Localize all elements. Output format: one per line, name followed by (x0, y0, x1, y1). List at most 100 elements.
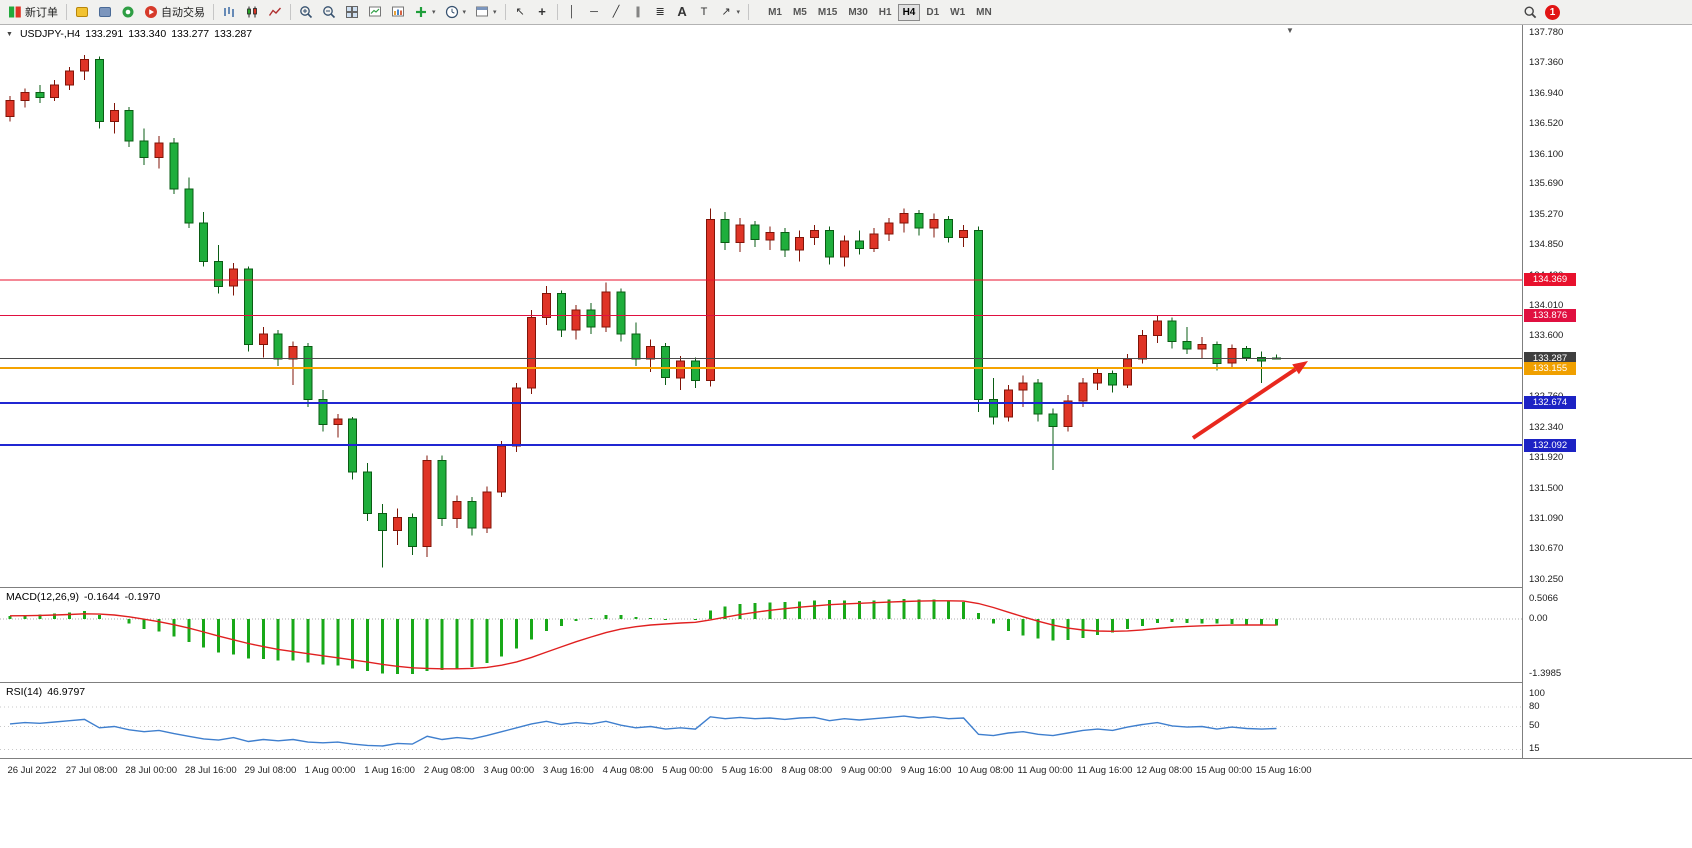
timeframe-m1[interactable]: M1 (768, 6, 782, 18)
templates-icon (476, 6, 489, 17)
timeframe-m15[interactable]: M15 (817, 6, 838, 18)
rsi-axis-label: 15 (1529, 742, 1540, 754)
macd-signal-line (9, 600, 1277, 670)
text-label-button[interactable]: T (694, 1, 715, 23)
text-button[interactable]: A (672, 1, 693, 23)
rsi-axis-label: 80 (1529, 700, 1540, 712)
indicators-button[interactable]: ▾ (410, 1, 440, 23)
text-icon: A (677, 4, 687, 19)
macd-signal-value: -0.1970 (124, 591, 161, 603)
crosshair-button[interactable]: + (532, 1, 553, 23)
periods-icon (445, 5, 458, 19)
time-axis-label: 11 Aug 16:00 (1077, 765, 1133, 776)
time-axis-label: 1 Aug 00:00 (304, 765, 356, 776)
price-level-badge: 132.092 (1524, 438, 1576, 452)
price-level-badge: 132.674 (1524, 396, 1576, 410)
timeframe-h1[interactable]: H1 (878, 6, 892, 18)
toolbar-separator (556, 4, 558, 20)
time-axis-label: 2 Aug 08:00 (423, 765, 475, 776)
new-chart-button[interactable] (364, 1, 386, 23)
timeframe-m5[interactable]: M5 (792, 6, 807, 18)
timeframe-group: M1 M5 M15 M30 H1 H4 D1 W1 MN (763, 3, 997, 21)
rsi-panel[interactable]: RSI(14) 46.9797 (0, 682, 1692, 759)
chart-low: 133.277 (171, 28, 210, 40)
toolbar-separator (213, 4, 214, 20)
arrows-button[interactable]: ↗ ▾ (716, 1, 745, 23)
time-axis-label: 3 Aug 16:00 (543, 765, 594, 776)
chevron-down-icon: ▾ (462, 9, 467, 16)
macd-histogram (8, 599, 1278, 675)
main-chart-panel[interactable]: ▼ USDJPY-,H4 133.291 133.340 133.277 133… (0, 25, 1692, 587)
history-center-icon (99, 7, 111, 17)
timeframe-w1[interactable]: W1 (950, 6, 966, 18)
time-axis-label: 10 Aug 08:00 (957, 765, 1014, 776)
notification-badge[interactable]: 1 (1545, 4, 1560, 20)
price-axis-label: 137.780 (1529, 26, 1564, 38)
arrows-icon: ↗ (721, 6, 731, 18)
chart-window: ▼ USDJPY-,H4 133.291 133.340 133.277 133… (0, 25, 1692, 848)
time-axis-label: 1 Aug 16:00 (364, 765, 415, 776)
macd-label: MACD(12,26,9) (6, 591, 79, 603)
timeframe-h4[interactable]: H4 (897, 3, 921, 21)
chart-line-button[interactable] (264, 1, 286, 23)
toolbar-separator (748, 4, 750, 20)
trendline-button[interactable]: ╱ (606, 1, 627, 23)
price-axis-label: 136.520 (1529, 118, 1564, 129)
cursor-button[interactable]: ↖ (510, 1, 531, 23)
timeframe-mn[interactable]: MN (976, 6, 992, 18)
zoom-in-button[interactable] (295, 1, 317, 23)
chart-shift-marker[interactable]: ▼ (1286, 26, 1294, 35)
fibonacci-button[interactable]: ≣ (650, 1, 671, 23)
templates-button[interactable]: ▾ (471, 1, 501, 23)
rsi-label: RSI(14) (6, 686, 43, 698)
trendline-icon: ╱ (612, 6, 620, 18)
horizontal-line-button[interactable]: ─ (584, 1, 605, 23)
chart-profiles-button[interactable] (387, 1, 409, 23)
macd-main-value: -0.1644 (83, 591, 120, 603)
metaeditor-button[interactable] (71, 1, 93, 23)
time-axis-label: 28 Jul 16:00 (184, 765, 237, 776)
rsi-value: 46.9797 (47, 686, 86, 698)
channel-button[interactable]: ∥ (628, 1, 649, 23)
fibonacci-icon: ≣ (655, 6, 665, 18)
periods-button[interactable]: ▾ (441, 1, 471, 23)
price-axis-label: 131.920 (1529, 452, 1564, 464)
search-icon[interactable] (1523, 5, 1537, 19)
arrow-annotation (1191, 361, 1308, 440)
chevron-down-icon: ▾ (432, 9, 436, 16)
time-axis-label: 28 Jul 00:00 (125, 765, 178, 776)
tile-windows-button[interactable] (341, 1, 363, 23)
metaeditor-icon (76, 7, 88, 17)
chart-candles-button[interactable] (241, 1, 263, 23)
zoom-in-icon (300, 6, 313, 19)
price-level-badge: 133.876 (1524, 309, 1576, 323)
macd-axis-label: 0.5066 (1529, 592, 1559, 604)
zoom-out-button[interactable] (318, 1, 340, 23)
price-axis-label: 135.270 (1529, 208, 1564, 220)
time-axis-label: 9 Aug 00:00 (841, 765, 892, 776)
price-axis[interactable]: 137.780 137.360 136.940 136.520 136.100 135.6… (1522, 25, 1692, 758)
rsi-levels (0, 706, 1522, 750)
timeframe-m30[interactable]: M30 (848, 6, 868, 18)
crosshair-icon: + (538, 4, 546, 19)
autotrading-button[interactable]: 自动交易 (140, 1, 209, 23)
rsi-axis-label: 100 (1529, 687, 1545, 699)
price-axis-label: 132.340 (1529, 421, 1564, 433)
time-axis-label: 26 Jul 2022 (7, 765, 57, 776)
timeframe-d1[interactable]: D1 (926, 6, 940, 18)
history-center-button[interactable] (94, 1, 116, 23)
time-axis[interactable]: 26 Jul 2022 27 Jul 08:00 28 Jul 00:00 28 Ju… (0, 758, 1692, 848)
rsi-axis-label: 50 (1529, 720, 1540, 731)
rsi-line (9, 715, 1277, 747)
community-button[interactable] (117, 1, 139, 23)
price-axis-label: 134.010 (1529, 300, 1564, 312)
vertical-line-button[interactable]: │ (562, 1, 583, 23)
macd-axis-label: 0.00 (1529, 612, 1548, 624)
new-order-button[interactable]: 新订单 (4, 1, 62, 23)
price-axis-label: 133.600 (1529, 330, 1564, 342)
cursor-icon: ↖ (515, 6, 525, 18)
price-level-badge: 133.155 (1524, 361, 1576, 375)
macd-panel[interactable]: MACD(12,26,9) -0.1644 -0.1970 (0, 587, 1692, 683)
chart-bars-button[interactable] (218, 1, 240, 23)
toolbar-right-group: 1 (1523, 4, 1560, 20)
